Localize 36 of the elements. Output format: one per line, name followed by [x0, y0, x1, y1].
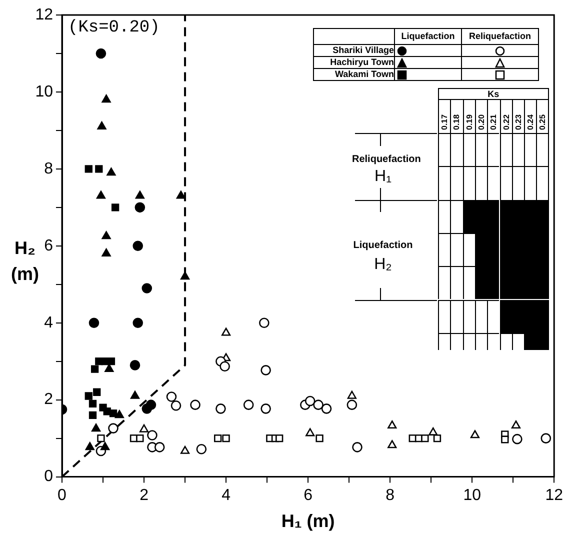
x-tick-label: 10	[463, 486, 482, 504]
x-axis-title: H₁ (m)	[281, 510, 335, 531]
x-tick-label: 0	[58, 486, 67, 504]
annotation: Reliquefaction	[352, 154, 421, 165]
annotation: 0.23	[514, 114, 524, 130]
annotation: 0.20	[476, 114, 487, 130]
annotation: 0.24	[526, 114, 536, 130]
annotation: 0.19	[464, 114, 475, 130]
annotation: 0.21	[489, 114, 500, 130]
annotation: 0.25	[538, 114, 548, 130]
x-tick-label: 8	[386, 486, 395, 504]
legend-label: Wakami Town	[314, 68, 394, 80]
annotation: Ks	[438, 88, 549, 100]
annotation: Liquefaction	[352, 240, 414, 251]
y-tick-label: 6	[44, 237, 54, 254]
annotation: H₂	[373, 256, 393, 274]
x-tick-label: 2	[140, 486, 149, 504]
y-tick-label: 0	[44, 468, 54, 486]
annotation: H₁	[374, 168, 392, 186]
annotation: 0.18	[452, 114, 462, 130]
annotation: (Ks=0.20)	[68, 18, 160, 38]
x-tick-label: 12	[545, 486, 564, 504]
y-tick-label: 4	[44, 314, 54, 332]
legend-label: Shariki Village	[314, 44, 394, 56]
x-tick-label: 6	[304, 486, 313, 504]
x-tick-label: 4	[222, 486, 231, 504]
annotation: 0.17	[440, 114, 450, 130]
annotation: Liquefaction	[394, 28, 462, 44]
y-tick-label: 8	[44, 160, 54, 178]
y-axis-title: H₂ (m)	[11, 238, 39, 284]
y-tick-label: 10	[35, 83, 54, 100]
y-tick-label: 2	[44, 391, 54, 408]
annotation: Reliquefaction	[462, 28, 538, 44]
annotation: 0.22	[502, 114, 512, 130]
y-tick-label: 12	[35, 6, 54, 24]
legend-label: Hachiryu Town	[314, 56, 394, 68]
